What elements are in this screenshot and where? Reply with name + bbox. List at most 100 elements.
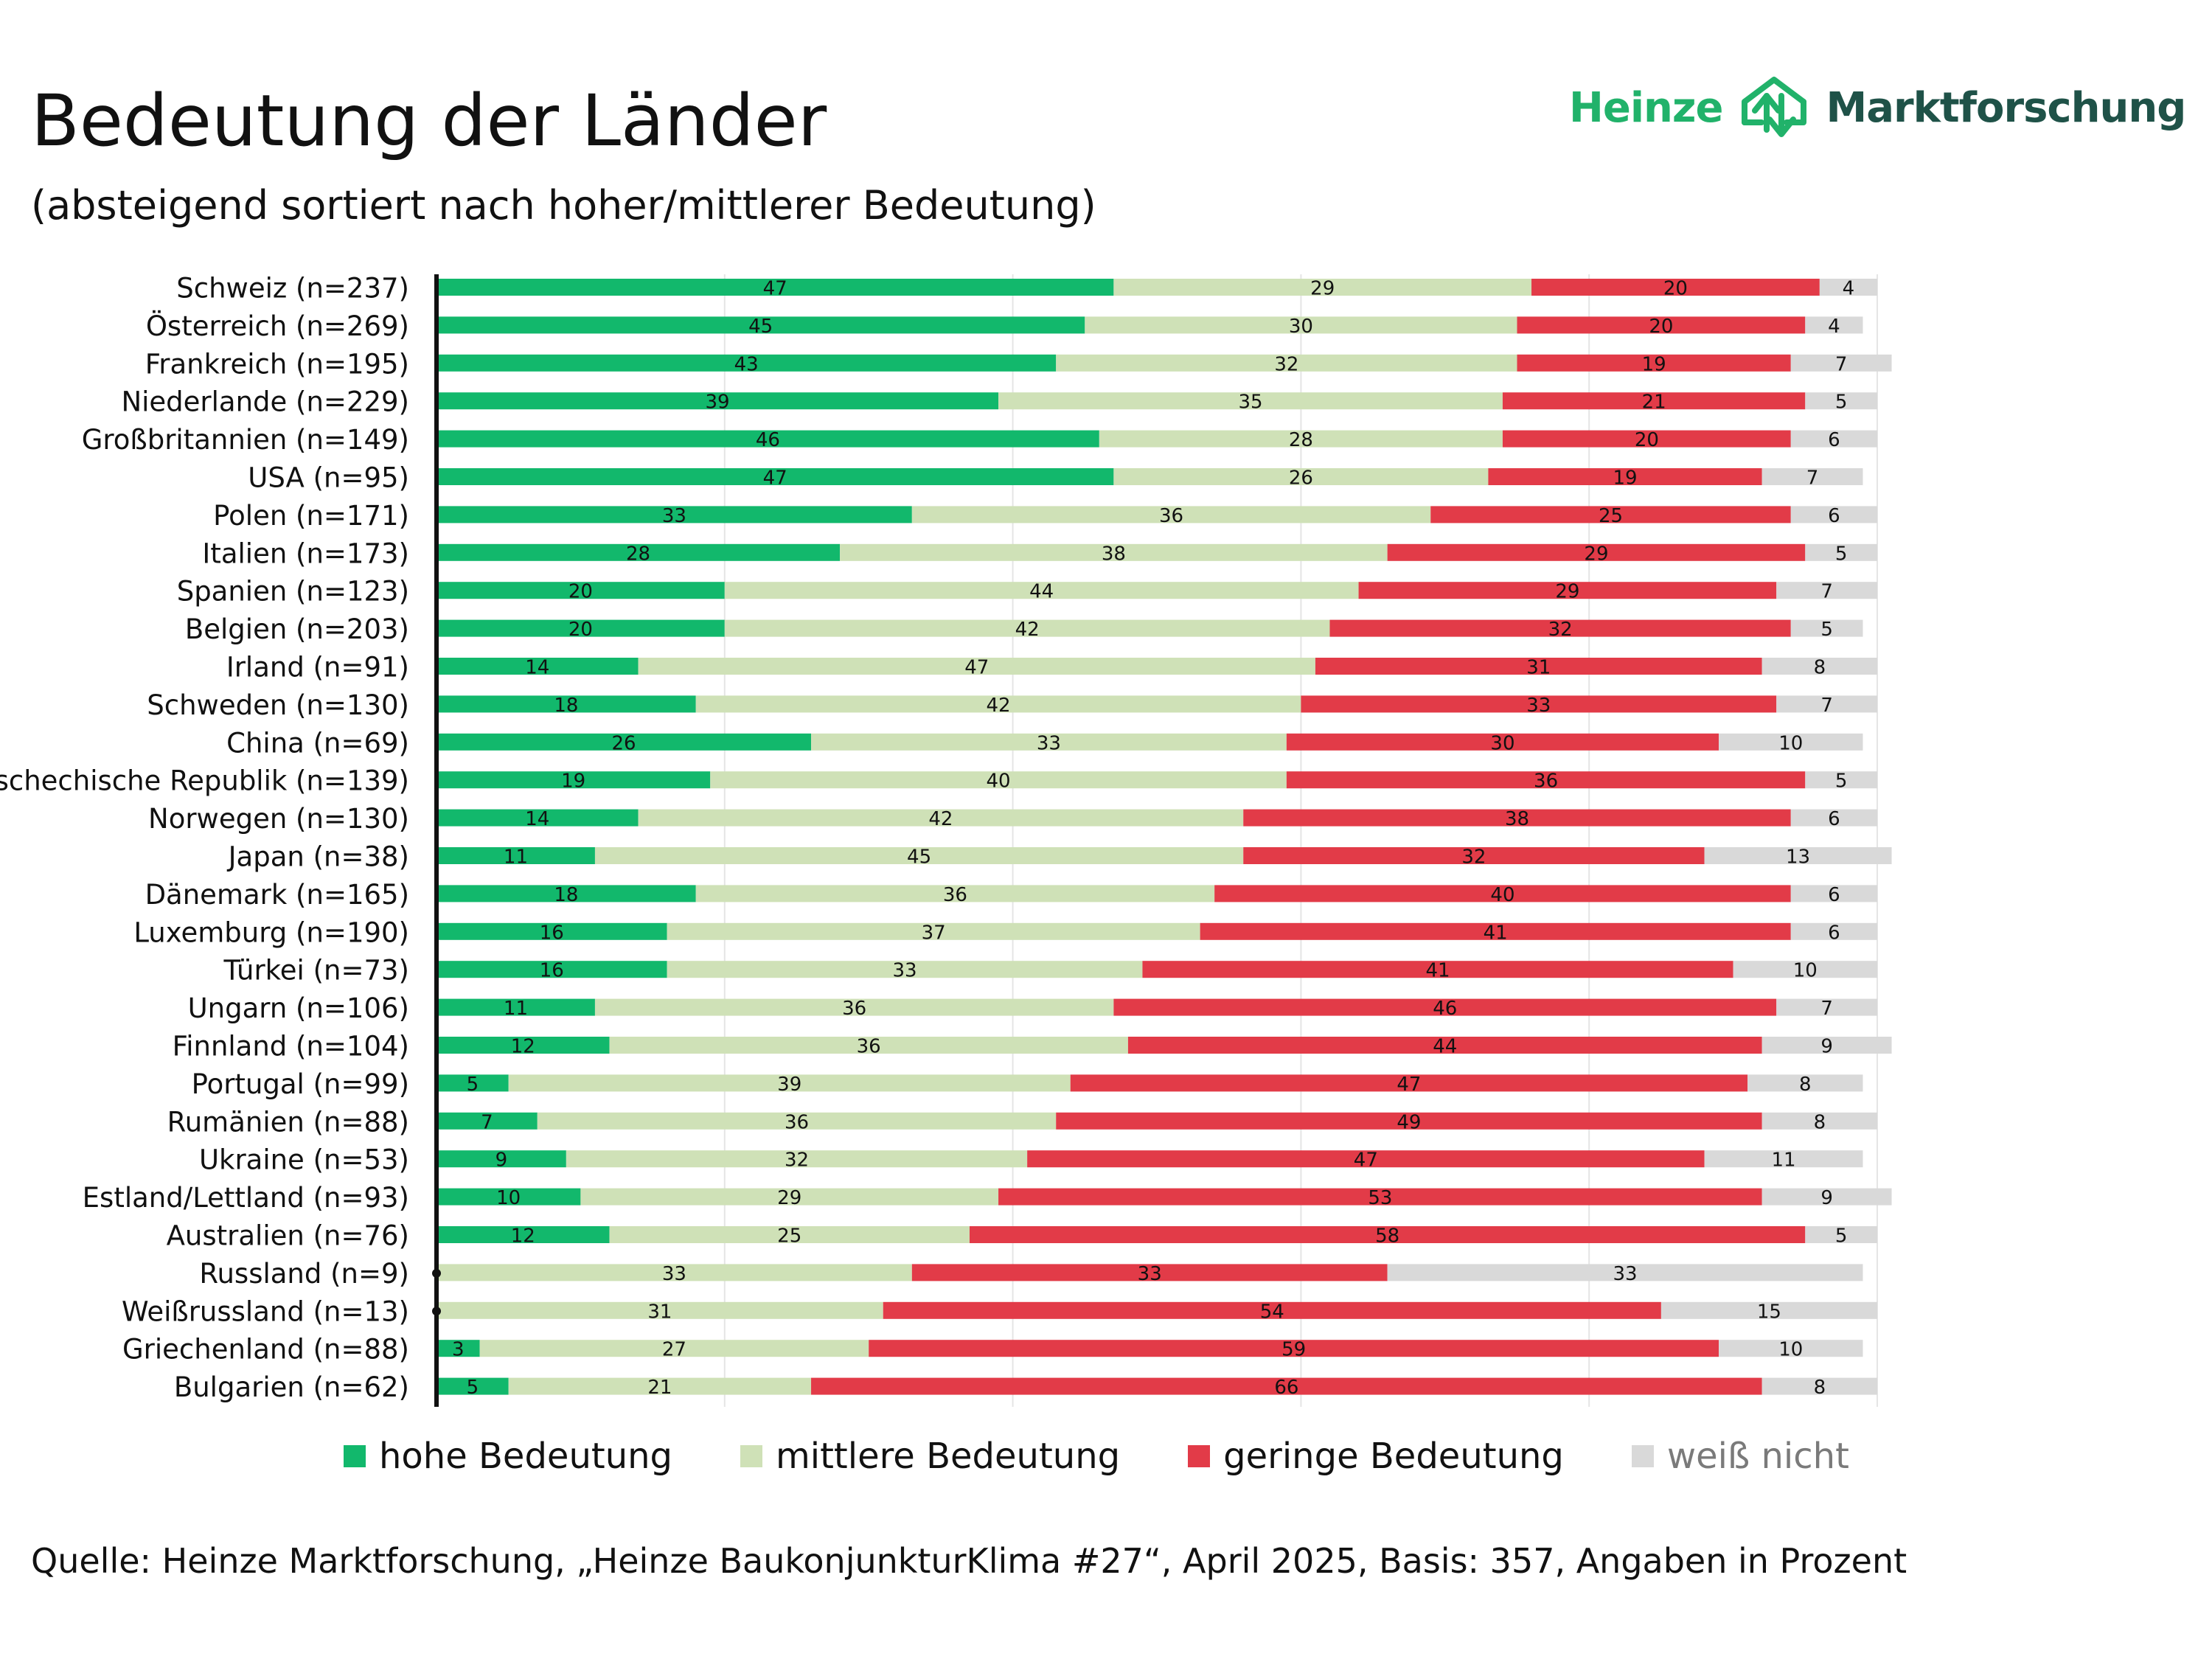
data-label-finnland-hohe-bedeutung: 12 <box>511 1036 535 1058</box>
data-label-portugal-geringe-bedeutung: 47 <box>1397 1074 1421 1096</box>
data-label-estland-lettland-mittlere-bedeutung: 29 <box>777 1187 801 1209</box>
data-label-grossbritannien-geringe-bedeutung: 20 <box>1635 429 1659 451</box>
data-label-griechenland-geringe-bedeutung: 59 <box>1281 1339 1306 1361</box>
data-label-grossbritannien-hohe-bedeutung: 46 <box>756 429 780 451</box>
country-label-estland-lettland: Estland/Lettland (n=93) <box>83 1182 409 1214</box>
data-label-australien-weiss-nicht: 5 <box>1835 1225 1848 1248</box>
bar-segment-frankreich-mittlere-bedeutung <box>1056 354 1517 372</box>
source-note: Quelle: Heinze Marktforschung, „Heinze B… <box>31 1541 1907 1581</box>
data-label-china-hohe-bedeutung: 26 <box>611 732 636 754</box>
bar-segment-daenemark-geringe-bedeutung <box>1214 885 1791 902</box>
bar-segment-australien-weiss-nicht <box>1805 1226 1877 1243</box>
country-label-ungarn: Ungarn (n=106) <box>188 992 409 1024</box>
country-label-irland: Irland (n=91) <box>226 652 409 684</box>
legend-swatch-hohe <box>344 1445 366 1467</box>
bar-segment-portugal-geringe-bedeutung <box>1070 1074 1748 1092</box>
data-label-ungarn-geringe-bedeutung: 46 <box>1433 998 1457 1020</box>
data-label-norwegen-mittlere-bedeutung: 42 <box>928 808 953 830</box>
legend-label-weiss-nicht: weiß nicht <box>1666 1436 1849 1477</box>
data-label-belgien-geringe-bedeutung: 32 <box>1548 619 1573 641</box>
data-label-schweden-geringe-bedeutung: 33 <box>1526 695 1551 717</box>
bar-segment-frankreich-geringe-bedeutung <box>1517 354 1791 372</box>
data-label-ungarn-hohe-bedeutung: 11 <box>504 998 528 1020</box>
bar-segment-tuerkei-hohe-bedeutung <box>437 961 667 978</box>
country-label-australien: Australien (n=76) <box>167 1220 409 1252</box>
bar-segment-bulgarien-geringe-bedeutung <box>811 1377 1762 1395</box>
bar-segment-china-mittlere-bedeutung <box>811 733 1287 751</box>
bar-segment-weissrussland-geringe-bedeutung <box>883 1301 1661 1319</box>
data-label-polen-weiss-nicht: 6 <box>1828 505 1840 527</box>
country-label-bulgarien: Bulgarien (n=62) <box>174 1371 409 1403</box>
country-label-grossbritannien: Großbritannien (n=149) <box>82 424 409 456</box>
country-label-rumaenien: Rumänien (n=88) <box>167 1106 409 1138</box>
bar-segment-estland-lettland-weiss-nicht <box>1761 1188 1892 1206</box>
bar-segment-weissrussland-mittlere-bedeutung <box>437 1301 883 1319</box>
data-label-rumaenien-weiss-nicht: 8 <box>1814 1111 1826 1133</box>
data-label-belgien-weiss-nicht: 5 <box>1820 619 1833 641</box>
bar-segment-finnland-mittlere-bedeutung <box>609 1037 1128 1054</box>
country-label-schweiz: Schweiz (n=237) <box>176 273 409 305</box>
bar-segment-schweiz-geringe-bedeutung <box>1531 279 1820 296</box>
data-label-italien-geringe-bedeutung: 29 <box>1584 543 1608 565</box>
bar-segment-estland-lettland-mittlere-bedeutung <box>580 1188 999 1206</box>
data-label-grossbritannien-mittlere-bedeutung: 28 <box>1289 429 1313 451</box>
country-label-tuerkei: Türkei (n=73) <box>223 955 409 987</box>
data-label-portugal-weiss-nicht: 8 <box>1799 1074 1812 1096</box>
bar-segment-ukraine-mittlere-bedeutung <box>566 1150 1028 1168</box>
data-label-usa-hohe-bedeutung: 47 <box>763 467 787 490</box>
bar-segment-belgien-geringe-bedeutung <box>1329 619 1791 637</box>
data-label-schweiz-geringe-bedeutung: 20 <box>1663 278 1688 300</box>
bar-segment-ukraine-hohe-bedeutung <box>437 1150 566 1168</box>
bar-segment-tschechische-republik-geringe-bedeutung <box>1286 771 1806 789</box>
data-label-weissrussland-mittlere-bedeutung: 31 <box>647 1301 672 1323</box>
country-label-frankreich: Frankreich (n=195) <box>145 348 409 380</box>
bar-segment-spanien-weiss-nicht <box>1776 582 1877 599</box>
bar-segment-norwegen-hohe-bedeutung <box>437 809 639 827</box>
data-label-bulgarien-geringe-bedeutung: 66 <box>1274 1377 1298 1399</box>
bar-segment-grossbritannien-weiss-nicht <box>1790 430 1877 448</box>
data-label-japan-weiss-nicht: 13 <box>1786 846 1810 869</box>
country-label-usa: USA (n=95) <box>248 462 409 494</box>
bar-segment-ungarn-hohe-bedeutung <box>437 998 595 1016</box>
data-label-russland-geringe-bedeutung: 33 <box>1138 1263 1162 1285</box>
data-label-italien-weiss-nicht: 5 <box>1835 543 1848 565</box>
bar-segment-belgien-hohe-bedeutung <box>437 619 725 637</box>
bar-segment-italien-mittlere-bedeutung <box>840 543 1388 561</box>
bar-segment-usa-geringe-bedeutung <box>1488 468 1762 485</box>
country-label-schweden: Schweden (n=130) <box>147 689 409 721</box>
data-label-ungarn-weiss-nicht: 7 <box>1820 998 1833 1020</box>
data-label-estland-lettland-weiss-nicht: 9 <box>1820 1187 1833 1209</box>
country-label-luxemburg: Luxemburg (n=190) <box>133 917 409 948</box>
bar-segment-usa-hohe-bedeutung <box>437 468 1114 485</box>
data-label-australien-geringe-bedeutung: 58 <box>1375 1225 1399 1248</box>
data-label-frankreich-geringe-bedeutung: 19 <box>1642 353 1666 375</box>
data-label-tuerkei-hohe-bedeutung: 16 <box>540 960 564 982</box>
bar-segment-irland-weiss-nicht <box>1761 658 1877 675</box>
page-title: Bedeutung der Länder <box>31 80 827 162</box>
bar-segment-china-geringe-bedeutung <box>1286 733 1719 751</box>
data-label-spanien-weiss-nicht: 7 <box>1820 581 1833 603</box>
bar-segment-finnland-geringe-bedeutung <box>1127 1037 1762 1054</box>
country-label-tschechische-republik: Tschechische Republik (n=139) <box>0 765 409 797</box>
bar-segment-russland-weiss-nicht <box>1387 1264 1863 1281</box>
bar-segment-irland-hohe-bedeutung <box>437 658 639 675</box>
data-label-japan-mittlere-bedeutung: 45 <box>907 846 931 869</box>
country-label-ukraine: Ukraine (n=53) <box>199 1144 409 1176</box>
data-label-ukraine-weiss-nicht: 11 <box>1771 1150 1795 1172</box>
country-label-oesterreich: Österreich (n=269) <box>146 310 409 342</box>
bar-segment-portugal-mittlere-bedeutung <box>508 1074 1071 1092</box>
bar-segment-italien-hohe-bedeutung <box>437 543 841 561</box>
data-label-italien-mittlere-bedeutung: 38 <box>1102 543 1126 565</box>
bar-segment-italien-weiss-nicht <box>1805 543 1877 561</box>
bar-segment-portugal-weiss-nicht <box>1747 1074 1863 1092</box>
data-label-rumaenien-geringe-bedeutung: 49 <box>1397 1111 1421 1133</box>
bar-segment-schweiz-mittlere-bedeutung <box>1113 279 1532 296</box>
data-label-oesterreich-hohe-bedeutung: 45 <box>748 316 773 338</box>
data-label-schweden-weiss-nicht: 7 <box>1820 695 1833 717</box>
bar-segment-rumaenien-hohe-bedeutung <box>437 1112 538 1130</box>
logo-heinze-text: Heinze <box>1569 83 1723 132</box>
bar-segment-bulgarien-hohe-bedeutung <box>437 1377 509 1395</box>
bar-segment-daenemark-mittlere-bedeutung <box>695 885 1215 902</box>
